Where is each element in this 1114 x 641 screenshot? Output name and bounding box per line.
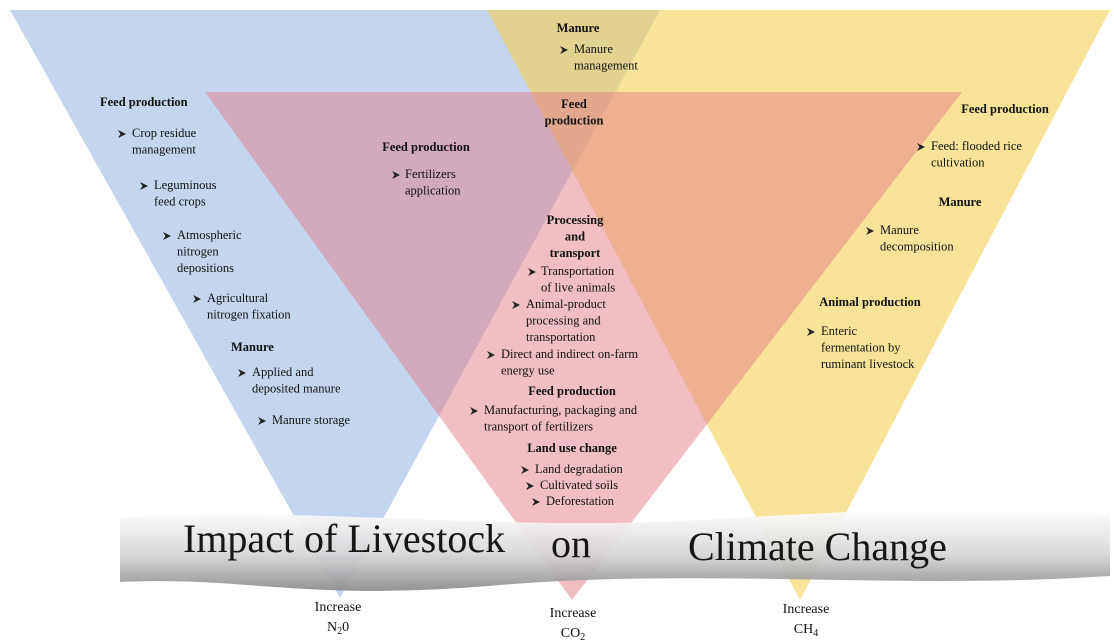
item-text: Manure <box>574 42 613 56</box>
banner-text: Climate Change <box>688 524 947 569</box>
item-text: of live animals <box>541 280 615 294</box>
item-text: processing and <box>526 313 601 327</box>
bullet-arrow <box>258 417 266 425</box>
section-heading: Feed <box>561 97 587 111</box>
section-heading: Feed production <box>528 384 616 398</box>
item-text: transport of fertilizers <box>484 419 593 433</box>
item-text: management <box>132 142 196 156</box>
formula-part: CO <box>561 626 580 641</box>
item-text: Feed: flooded rice <box>931 139 1022 153</box>
item-text: Manure <box>880 223 919 237</box>
bullet-arrow <box>140 182 148 190</box>
banner-band <box>120 508 1110 591</box>
bullet-arrow <box>193 295 201 303</box>
item-text: Crop residue <box>132 126 197 140</box>
item-text: Deforestation <box>546 494 615 508</box>
bullet-arrow <box>866 227 874 235</box>
item-text: Manufacturing, packaging and <box>484 403 638 417</box>
item-text: nitrogen <box>177 244 219 258</box>
section-heading: transport <box>550 246 602 260</box>
bullet-arrow <box>118 130 126 138</box>
bullet-arrow <box>526 482 534 490</box>
formula-part: CH <box>794 622 813 637</box>
section-heading: Manure <box>231 340 274 354</box>
item-text: Enteric <box>821 324 858 338</box>
bullet-arrow <box>521 466 529 474</box>
item-text: application <box>405 183 461 197</box>
bullet-arrow <box>917 143 925 151</box>
item-text: Agricultural <box>207 291 269 305</box>
banner-text: Impact of Livestock <box>183 516 505 561</box>
footer-label: Increase <box>550 606 597 621</box>
bullet-arrow <box>487 351 495 359</box>
item-text: Manure storage <box>272 413 351 427</box>
item-text: Atmospheric <box>177 228 242 242</box>
item-text: cultivation <box>931 155 985 169</box>
item-text: Leguminous <box>154 178 217 192</box>
bullet-arrow <box>528 268 536 276</box>
footer-formula: N20 <box>327 620 349 637</box>
section-heading: Land use change <box>527 441 617 455</box>
section-heading: and <box>565 229 585 243</box>
item-text: Cultivated soils <box>540 478 618 492</box>
bullet-arrow <box>512 301 520 309</box>
footer-formula: CH4 <box>794 622 818 639</box>
item-text: feed crops <box>154 194 206 208</box>
item-text: Transportation <box>541 264 615 278</box>
item-text: Applied and <box>252 365 314 379</box>
bullet-arrow <box>470 407 478 415</box>
section-heading: Manure <box>557 21 600 35</box>
formula-part: 0 <box>342 620 349 635</box>
item-text: deposited manure <box>252 381 341 395</box>
bullet-arrow <box>392 171 400 179</box>
section-heading: Feed production <box>100 95 188 109</box>
formula-part: N <box>327 620 337 635</box>
bullet-arrow <box>238 369 246 377</box>
formula-subscript: 2 <box>337 626 342 637</box>
banner-text: on <box>551 521 591 566</box>
footer-label: Increase <box>783 602 830 617</box>
item-text: Fertilizers <box>405 167 456 181</box>
item-text: depositions <box>177 261 234 275</box>
section-heading: production <box>545 113 604 127</box>
item-text: nitrogen fixation <box>207 307 291 321</box>
formula-subscript: 4 <box>813 628 818 639</box>
co2-triangle <box>205 92 962 600</box>
footer-formula: CO2 <box>561 626 585 641</box>
section-heading: Feed production <box>961 102 1049 116</box>
item-text: management <box>574 58 638 72</box>
item-text: decomposition <box>880 239 954 253</box>
item-text: Land degradation <box>535 462 624 476</box>
section-heading: Animal production <box>819 295 921 309</box>
bullet-arrow <box>532 498 540 506</box>
item-text: Direct and indirect on-farm <box>501 347 638 361</box>
item-text: ruminant livestock <box>821 357 915 371</box>
item-text: fermentation by <box>821 340 901 354</box>
item-text: transportation <box>526 330 596 344</box>
section-heading: Feed production <box>382 140 470 154</box>
item-text: energy use <box>501 363 555 377</box>
section-heading: Processing <box>547 213 604 227</box>
footer-label: Increase <box>315 600 362 615</box>
bullet-arrow <box>807 328 815 336</box>
formula-subscript: 2 <box>580 632 585 641</box>
bullet-arrow <box>560 46 568 54</box>
item-text: Animal-product <box>526 297 606 311</box>
bullet-arrow <box>163 232 171 240</box>
section-heading: Manure <box>939 195 982 209</box>
